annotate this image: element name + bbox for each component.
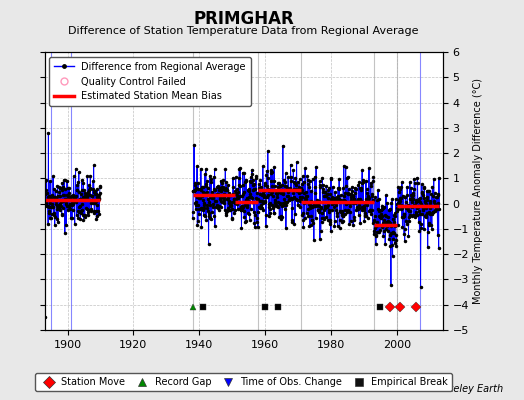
Text: Berkeley Earth: Berkeley Earth (431, 384, 503, 394)
Text: Difference of Station Temperature Data from Regional Average: Difference of Station Temperature Data f… (69, 26, 419, 36)
Legend: Difference from Regional Average, Quality Control Failed, Estimated Station Mean: Difference from Regional Average, Qualit… (49, 57, 251, 106)
Legend: Station Move, Record Gap, Time of Obs. Change, Empirical Break: Station Move, Record Gap, Time of Obs. C… (35, 373, 452, 391)
Y-axis label: Monthly Temperature Anomaly Difference (°C): Monthly Temperature Anomaly Difference (… (473, 78, 483, 304)
Text: PRIMGHAR: PRIMGHAR (193, 10, 294, 28)
